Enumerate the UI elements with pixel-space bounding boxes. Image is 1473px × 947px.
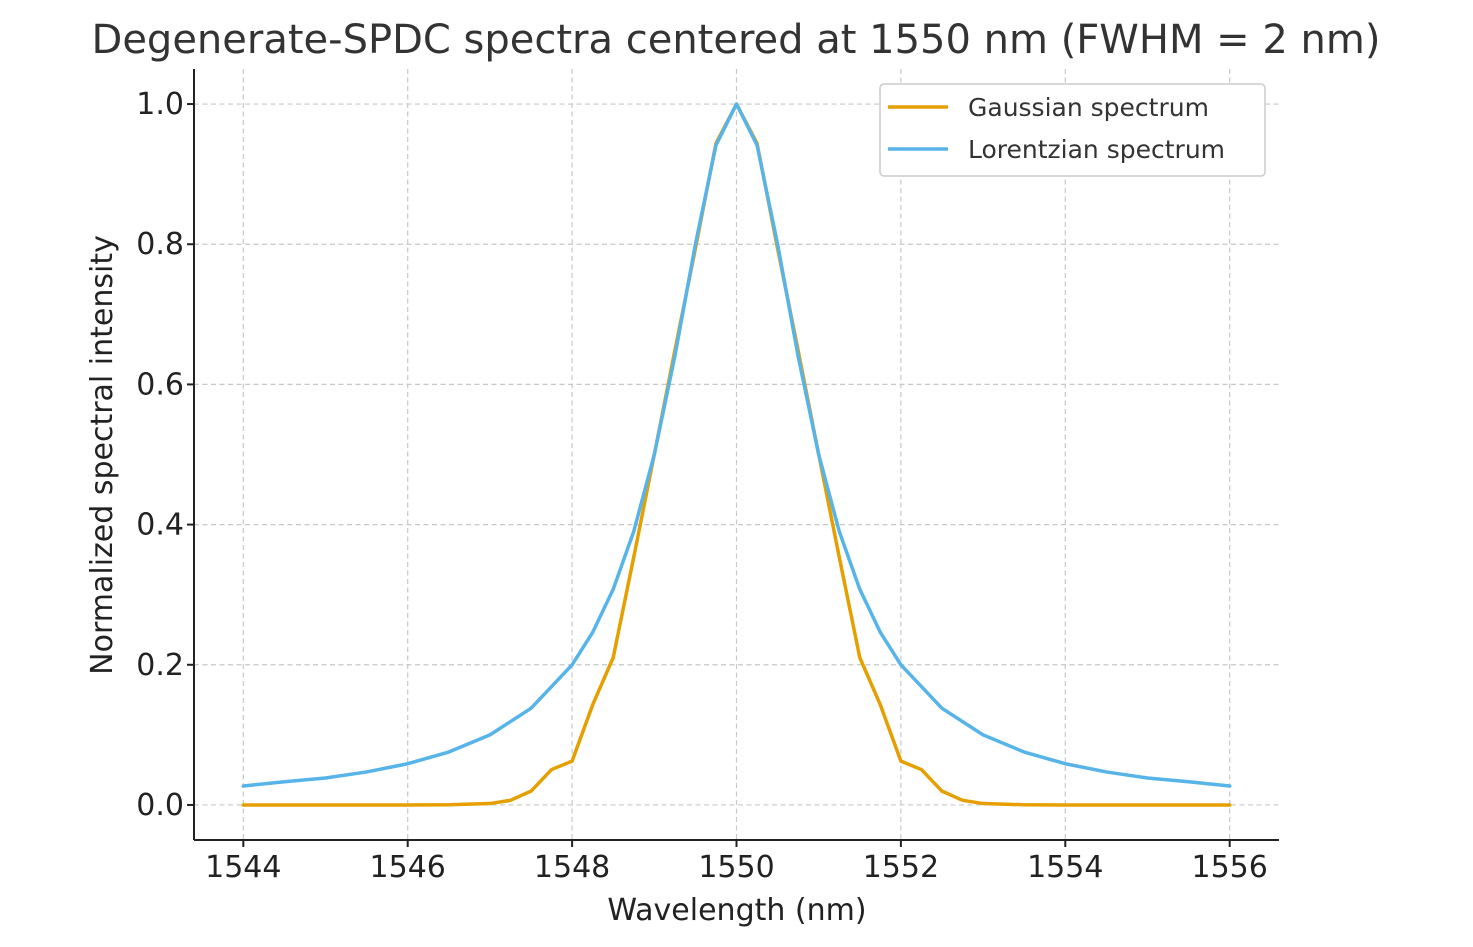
y-tick-label: 0.0 xyxy=(136,788,184,823)
x-axis-ticks: 1544 1546 1548 1550 1552 1554 1556 xyxy=(205,840,1268,885)
plot-area xyxy=(241,102,1232,807)
y-axis-label: Normalized spectral intensity xyxy=(85,235,120,675)
y-axis-ticks: 0.0 0.2 0.4 0.6 0.8 1.0 xyxy=(136,87,194,823)
x-tick-label: 1554 xyxy=(1027,850,1103,885)
chart-title: Degenerate-SPDC spectra centered at 1550… xyxy=(92,17,1381,63)
x-tick-label: 1548 xyxy=(534,850,610,885)
x-tick-label: 1546 xyxy=(370,850,446,885)
y-tick-label: 1.0 xyxy=(136,87,184,122)
legend-frame xyxy=(879,83,1266,177)
y-tick-label: 0.4 xyxy=(136,508,184,543)
y-tick-label: 0.2 xyxy=(136,648,184,683)
legend-label-gaussian: Gaussian spectrum xyxy=(968,93,1209,122)
y-tick-label: 0.8 xyxy=(136,227,184,262)
x-tick-label: 1550 xyxy=(698,850,774,885)
x-tick-label: 1552 xyxy=(863,850,939,885)
y-tick-label: 0.6 xyxy=(136,367,184,402)
lorentzian-spectrum-line xyxy=(241,102,1232,788)
legend: Gaussian spectrum Lorentzian spectrum xyxy=(879,83,1266,177)
legend-label-lorentzian: Lorentzian spectrum xyxy=(968,135,1225,164)
grid xyxy=(194,69,1279,840)
x-tick-label: 1556 xyxy=(1192,850,1268,885)
x-tick-label: 1544 xyxy=(205,850,281,885)
x-axis-label: Wavelength (nm) xyxy=(607,893,866,928)
